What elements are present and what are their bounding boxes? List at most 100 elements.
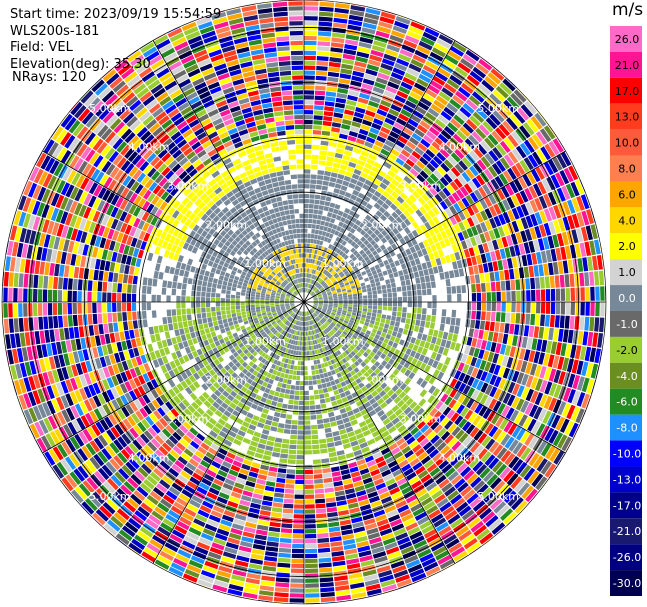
- velocity-gate: [416, 264, 423, 271]
- velocity-gate: [516, 302, 521, 313]
- velocity-gate: [388, 182, 397, 191]
- velocity-gate: [265, 546, 279, 552]
- velocity-gate: [311, 350, 316, 355]
- velocity-gate: [511, 165, 522, 178]
- velocity-gate: [394, 337, 401, 344]
- velocity-gate: [551, 414, 561, 429]
- velocity-gate: [333, 305, 338, 308]
- velocity-gate: [313, 264, 316, 270]
- velocity-gate: [402, 291, 407, 297]
- velocity-gate: [452, 94, 465, 106]
- velocity-gate: [339, 318, 344, 322]
- velocity-gate: [554, 275, 560, 288]
- velocity-gate: [371, 166, 380, 174]
- velocity-gate: [430, 80, 443, 91]
- velocity-gate: [451, 243, 459, 253]
- velocity-gate: [383, 161, 392, 169]
- velocity-gate: [315, 503, 326, 509]
- velocity-gate: [329, 531, 341, 538]
- velocity-gate: [307, 283, 309, 288]
- velocity-gate: [553, 384, 562, 399]
- velocity-gate: [363, 232, 370, 239]
- velocity-gate: [318, 16, 333, 22]
- velocity-gate: [366, 287, 372, 292]
- velocity-gate: [447, 155, 458, 166]
- velocity-gate: [503, 154, 515, 167]
- velocity-gate: [464, 345, 471, 355]
- velocity-gate: [388, 195, 396, 203]
- velocity-gate: [311, 292, 315, 296]
- velocity-gate: [304, 70, 316, 75]
- velocity-gate: [567, 329, 574, 344]
- velocity-gate: [316, 65, 328, 71]
- velocity-gate: [318, 298, 323, 300]
- velocity-gate: [526, 119, 539, 133]
- velocity-gate: [336, 500, 347, 507]
- velocity-gate: [310, 284, 313, 289]
- velocity-gate: [438, 190, 447, 200]
- velocity-gate: [589, 347, 597, 363]
- velocity-gate: [492, 261, 499, 272]
- velocity-gate: [576, 360, 584, 375]
- velocity-gate: [358, 295, 363, 299]
- velocity-gate: [340, 433, 349, 440]
- velocity-gate: [548, 368, 557, 382]
- velocity-gate: [336, 594, 351, 601]
- velocity-gate: [267, 394, 274, 400]
- velocity-gate: [318, 547, 331, 553]
- velocity-gate: [434, 193, 443, 203]
- velocity-gate: [326, 381, 332, 388]
- velocity-gate: [460, 240, 468, 250]
- velocity-gate: [331, 312, 336, 316]
- velocity-gate: [387, 306, 393, 311]
- velocity-gate: [484, 76, 498, 89]
- velocity-gate: [447, 349, 454, 358]
- velocity-gate: [436, 38, 451, 49]
- velocity-gate: [562, 329, 569, 343]
- velocity-gate: [445, 317, 451, 325]
- velocity-gate: [407, 307, 412, 313]
- velocity-gate: [317, 210, 323, 215]
- velocity-gate: [357, 264, 364, 270]
- velocity-gate: [304, 21, 318, 26]
- velocity-gate: [310, 415, 317, 420]
- velocity-gate: [543, 395, 553, 410]
- velocity-gate: [330, 541, 343, 547]
- velocity-gate: [526, 171, 537, 185]
- velocity-gate: [408, 25, 424, 36]
- velocity-gate: [470, 319, 476, 329]
- velocity-gate: [266, 415, 274, 421]
- velocity-gate: [357, 326, 362, 331]
- velocity-gate: [274, 411, 281, 418]
- velocity-gate: [432, 295, 437, 302]
- velocity-gate: [437, 249, 445, 258]
- velocity-gate: [373, 40, 387, 48]
- velocity-gate: [571, 213, 580, 228]
- velocity-gate: [515, 162, 526, 176]
- velocity-gate: [297, 361, 301, 366]
- velocity-gate: [421, 193, 430, 202]
- velocity-gate: [525, 388, 534, 402]
- velocity-gate: [331, 167, 340, 173]
- velocity-gate: [310, 258, 313, 264]
- velocity-gate: [475, 127, 487, 140]
- velocity-gate: [528, 240, 536, 253]
- velocity-gate: [332, 162, 341, 169]
- velocity-gate: [530, 168, 541, 183]
- velocity-gate: [401, 285, 407, 292]
- velocity-gate: [316, 277, 320, 282]
- velocity-gate: [469, 115, 481, 127]
- velocity-gate: [332, 430, 340, 437]
- velocity-gate: [311, 274, 315, 279]
- velocity-gate: [490, 251, 497, 262]
- velocity-gate: [502, 120, 514, 134]
- velocity-gate: [316, 265, 320, 271]
- velocity-gate: [380, 99, 392, 108]
- velocity-gate: [449, 181, 459, 191]
- velocity-gate: [293, 509, 304, 514]
- velocity-gate: [594, 317, 600, 332]
- velocity-gate: [498, 378, 507, 390]
- velocity-gate: [421, 248, 428, 256]
- velocity-gate: [461, 293, 467, 302]
- velocity-gate: [304, 263, 306, 268]
